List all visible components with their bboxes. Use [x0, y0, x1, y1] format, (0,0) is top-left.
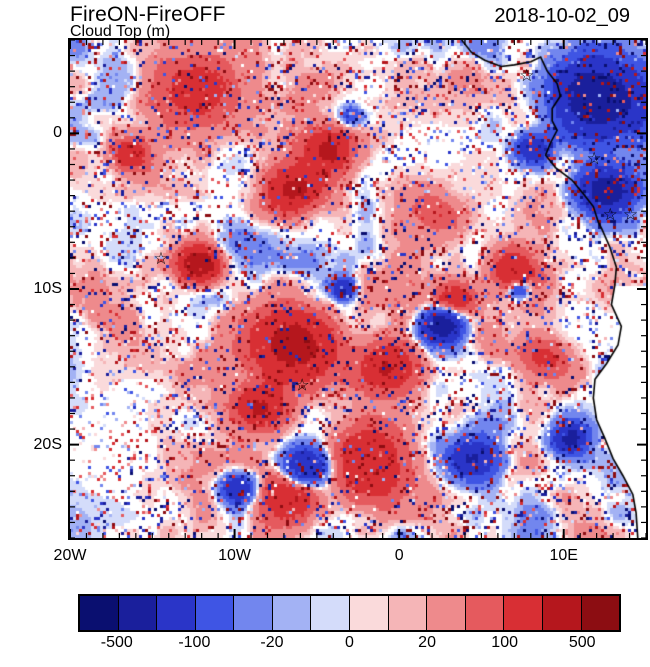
colorbar-cell [465, 596, 505, 630]
colorbar [78, 594, 621, 632]
colorbar-tick-label: 0 [345, 634, 354, 651]
heatmap-canvas [70, 40, 646, 538]
colorbar-tick-label: -100 [178, 634, 211, 651]
colorbar-cell [80, 596, 119, 630]
colorbar-cell [388, 596, 428, 630]
colorbar-cell [350, 596, 389, 630]
colorbar-cell [272, 596, 312, 630]
x-tick-label: 20W [53, 547, 87, 564]
plot-datetime: 2018-10-02_09 [494, 5, 630, 27]
plot-title: FireON-FireOFF [70, 3, 226, 26]
colorbar-tick-label: 20 [418, 634, 436, 651]
colorbar-cell [157, 596, 196, 630]
y-tick-label: 20S [33, 435, 62, 453]
colorbar-cell [542, 596, 582, 630]
colorbar-cell [504, 596, 543, 630]
x-tick-label: 10W [218, 547, 252, 564]
colorbar-tick-label: -20 [260, 634, 284, 651]
colorbar-cell [118, 596, 158, 630]
colorbar-cell [427, 596, 466, 630]
plot-subtitle: Cloud Top (m) [70, 23, 171, 40]
y-tick-label: 0 [53, 124, 62, 142]
colorbar-cell [234, 596, 273, 630]
colorbar-tick-label: -500 [100, 634, 133, 651]
x-tick-label: 0 [394, 547, 404, 564]
x-tick-label: 10E [549, 547, 578, 564]
colorbar-cell [195, 596, 235, 630]
colorbar-cell [581, 596, 620, 630]
colorbar-cell [311, 596, 351, 630]
colorbar-tick-label: 500 [568, 634, 596, 651]
colorbar-tick-label: 100 [491, 634, 518, 651]
y-tick-label: 10S [33, 280, 62, 297]
map-panel: ☆ ☆ ☆ ☆ ☆ ☆ [68, 38, 648, 540]
